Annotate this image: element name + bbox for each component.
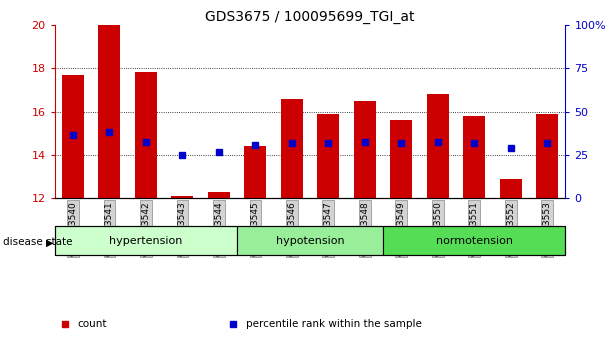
Bar	[208, 192, 230, 198]
Text: normotension: normotension	[436, 236, 513, 246]
Bar	[390, 120, 412, 198]
Title: GDS3675 / 100095699_TGI_at: GDS3675 / 100095699_TGI_at	[206, 10, 415, 24]
Text: hypotension: hypotension	[276, 236, 344, 246]
Bar	[317, 114, 339, 198]
Bar	[500, 179, 522, 198]
Bar	[244, 146, 266, 198]
Bar	[427, 94, 449, 198]
FancyBboxPatch shape	[237, 227, 383, 255]
Text: ▶: ▶	[46, 238, 54, 247]
Bar	[135, 73, 157, 198]
Bar	[281, 98, 303, 198]
Text: count: count	[78, 319, 107, 329]
Bar	[98, 25, 120, 198]
Bar	[171, 196, 193, 198]
Bar	[463, 116, 485, 198]
Bar	[62, 75, 84, 198]
Text: disease state: disease state	[3, 238, 72, 247]
Bar	[354, 101, 376, 198]
FancyBboxPatch shape	[383, 227, 565, 255]
Bar	[536, 114, 558, 198]
FancyBboxPatch shape	[55, 227, 237, 255]
Text: percentile rank within the sample: percentile rank within the sample	[246, 319, 422, 329]
Text: hypertension: hypertension	[109, 236, 182, 246]
